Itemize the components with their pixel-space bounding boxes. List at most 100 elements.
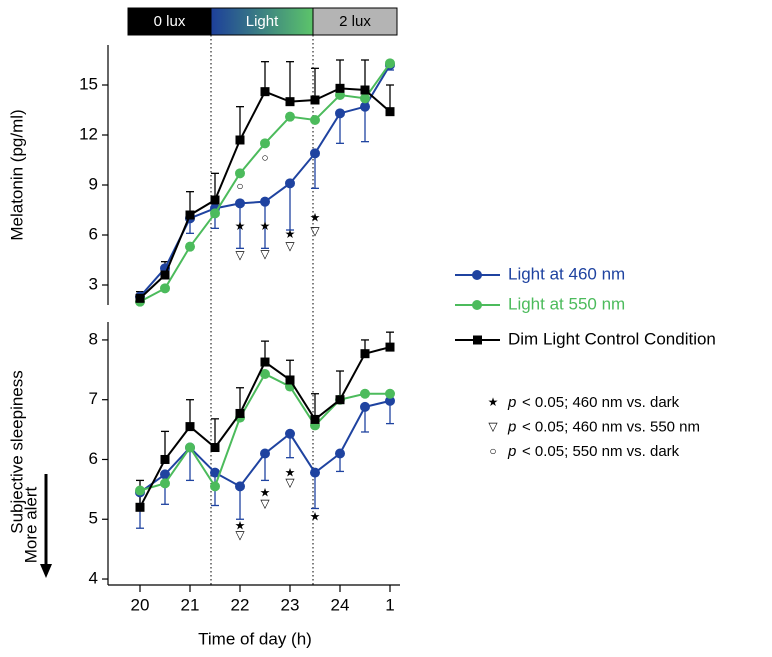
significance-mark: ▽ — [235, 528, 245, 542]
marker — [285, 111, 295, 122]
marker — [260, 357, 270, 367]
marker — [335, 83, 345, 93]
y-tick-label: 12 — [79, 124, 98, 143]
key-variable: p — [507, 394, 516, 411]
marker — [360, 93, 370, 104]
marker — [160, 469, 170, 480]
marker — [235, 408, 245, 418]
error-bar — [186, 447, 194, 482]
marker — [210, 481, 220, 492]
key-text: < 0.05; 460 nm vs. 550 nm — [522, 418, 700, 435]
significance-mark: ★ — [285, 465, 296, 479]
marker — [385, 342, 395, 352]
key-text: < 0.05; 550 nm vs. dark — [522, 443, 680, 460]
marker — [210, 467, 220, 478]
marker — [360, 85, 370, 95]
phase-label: Light — [246, 13, 279, 30]
marker — [185, 241, 195, 252]
key-variable: p — [507, 418, 516, 435]
y-tick-label: 5 — [89, 509, 98, 528]
y-tick-label: 6 — [89, 449, 98, 468]
phase-bar — [312, 7, 398, 36]
marker — [160, 283, 170, 294]
y-tick-label: 4 — [89, 569, 98, 588]
marker — [335, 108, 345, 119]
legend-label: Light at 460 nm — [508, 264, 625, 283]
marker — [335, 448, 345, 459]
marker — [385, 107, 395, 117]
significance-mark: ★ — [235, 519, 246, 533]
phase-label: 2 lux — [339, 13, 371, 30]
marker — [310, 115, 320, 125]
error-bar — [311, 153, 319, 189]
y-tick-label: 7 — [89, 389, 98, 408]
phase-bar — [127, 7, 212, 36]
error-bar — [336, 59, 344, 89]
marker — [160, 270, 170, 280]
legend-marker — [472, 300, 482, 310]
error-bar — [286, 183, 294, 231]
error-bar — [261, 201, 269, 249]
significance-mark: ★ — [310, 510, 321, 524]
key-text: < 0.05; 460 nm vs. dark — [522, 394, 680, 411]
y-axis-label: Melatonin (pg/ml) — [7, 109, 26, 240]
significance-mark: ★ — [285, 227, 296, 241]
significance-mark: ▽ — [285, 239, 295, 253]
marker — [260, 369, 270, 380]
error-bar — [236, 486, 244, 520]
y-tick-label: 8 — [89, 329, 98, 348]
marker — [235, 198, 245, 209]
marker — [335, 395, 345, 405]
marker — [285, 375, 295, 385]
significance-mark: ▽ — [260, 247, 270, 261]
significance-mark: ★ — [260, 486, 271, 500]
error-bar — [311, 472, 319, 510]
marker — [260, 87, 270, 97]
marker — [360, 101, 370, 112]
significance-mark: ★ — [260, 219, 271, 233]
y-tick-label: 9 — [89, 174, 98, 193]
marker — [285, 428, 295, 439]
marker — [360, 388, 370, 399]
marker — [185, 422, 195, 432]
y-tick-label: 15 — [79, 74, 98, 93]
legend-label: Dim Light Control Condition — [508, 329, 716, 348]
marker — [310, 414, 320, 424]
marker — [360, 349, 370, 359]
series-line — [139, 64, 391, 298]
error-bar — [236, 106, 244, 140]
marker — [135, 502, 145, 512]
alert-arrowhead — [40, 564, 52, 578]
key-symbol: ▽ — [488, 420, 498, 434]
key-variable: p — [507, 443, 516, 460]
significance-mark: ○ — [261, 151, 268, 165]
significance-mark: ▽ — [235, 248, 245, 262]
significance-mark: ▽ — [260, 496, 270, 510]
marker — [185, 442, 195, 453]
marker — [160, 454, 170, 464]
x-tick-label: 21 — [181, 595, 200, 614]
x-tick-label: 20 — [131, 595, 150, 614]
legend-marker — [472, 270, 482, 280]
significance-mark: ○ — [236, 179, 243, 193]
phase-label: 0 lux — [154, 13, 186, 30]
error-bar — [261, 61, 269, 92]
marker — [260, 448, 270, 459]
y-tick-label: 6 — [89, 224, 98, 243]
marker — [210, 195, 220, 205]
marker — [235, 168, 245, 179]
significance-mark: ★ — [310, 211, 321, 225]
error-bar — [311, 67, 319, 100]
y-axis-label: Subjective sleepiness — [7, 370, 26, 533]
y-tick-label: 3 — [89, 274, 98, 293]
error-bar — [211, 418, 219, 448]
error-bar — [361, 59, 369, 90]
key-symbol: ○ — [489, 444, 496, 458]
marker — [235, 481, 245, 492]
marker — [260, 196, 270, 207]
marker — [135, 485, 145, 496]
legend-label: Light at 550 nm — [508, 294, 625, 313]
phase-bar — [210, 7, 314, 36]
alert-label: More alert — [21, 486, 40, 563]
